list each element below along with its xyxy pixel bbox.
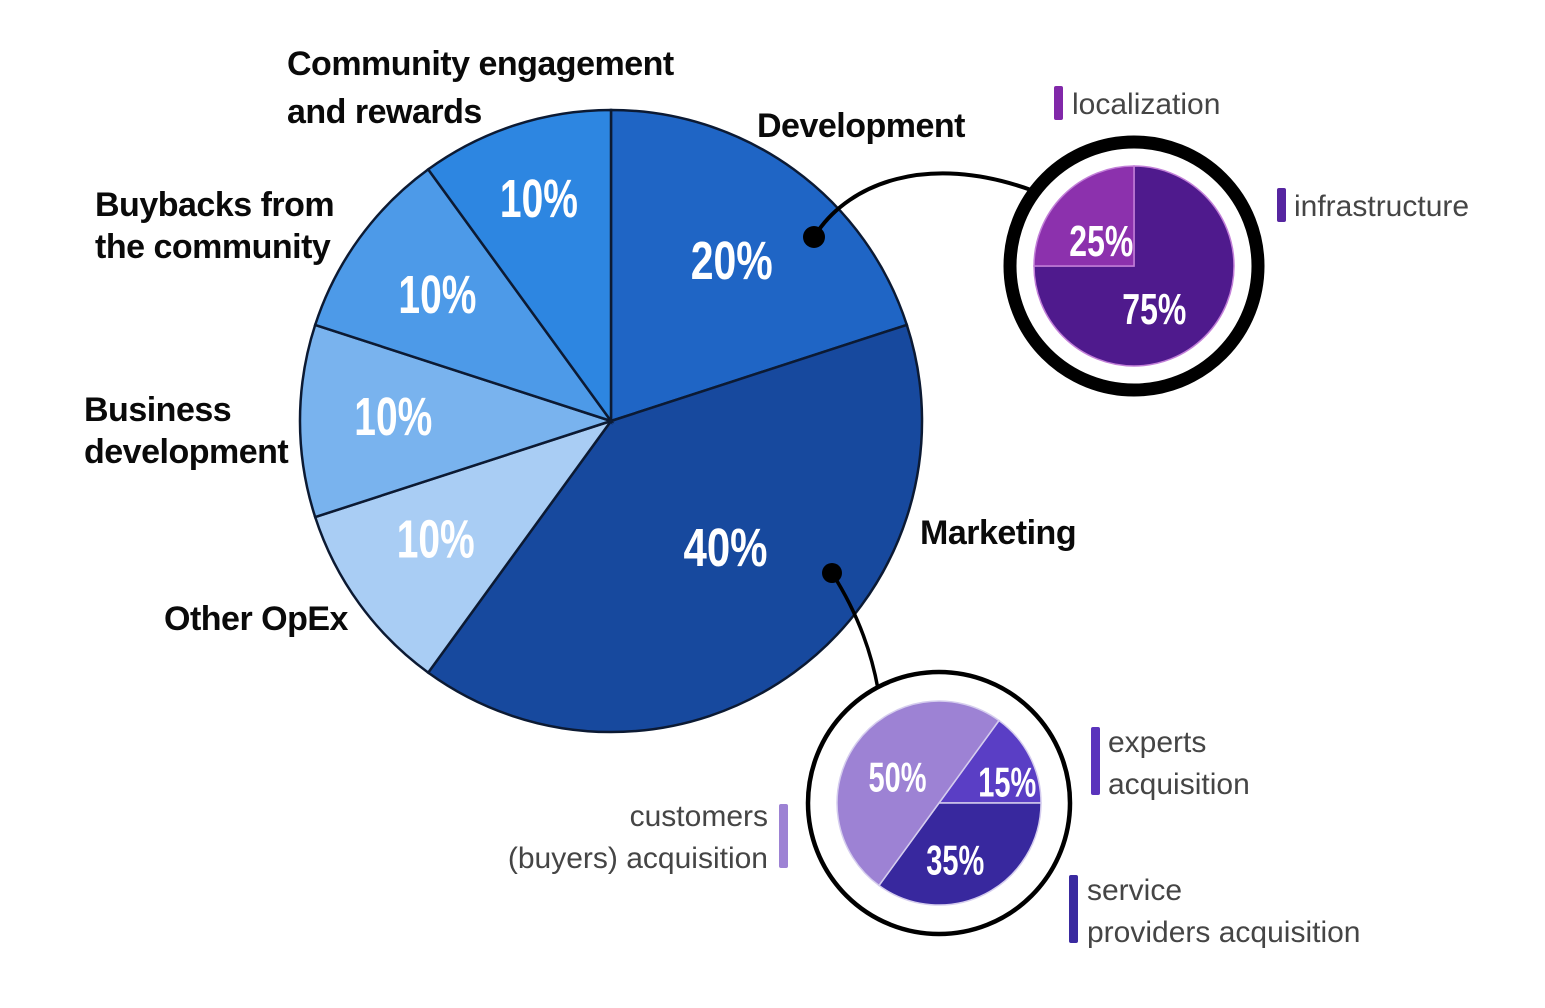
- label-community-engagement: Community engagement and rewards: [287, 45, 674, 131]
- label-business-development: Business development: [84, 391, 289, 471]
- slice-experts-acquisition: [937, 719, 1042, 804]
- label-buybacks: Buybacks from the community: [95, 186, 335, 266]
- legend-label-infrastructure: infrastructure: [1294, 190, 1470, 223]
- pie-development-detail: 75%25%: [1003, 135, 1265, 397]
- legend-bar-service-providers-acquisition: [1069, 875, 1078, 943]
- slice-pct-development: 20%: [691, 231, 773, 291]
- slice-pct-other-opex: 10%: [397, 509, 475, 569]
- slice-pct-buybacks-from-the-community: 10%: [398, 265, 476, 325]
- slice-pct-business-development: 10%: [354, 387, 432, 447]
- development-leader-dot: [803, 226, 825, 248]
- label-marketing: Marketing: [920, 514, 1077, 552]
- slice-pct-community-engagement-and-rewards: 10%: [500, 169, 578, 229]
- label-other-opex: Other OpEx: [164, 600, 348, 638]
- marketing-leader-curve: [830, 571, 880, 691]
- slice-other-opex: [313, 418, 615, 675]
- slice-community-engagement-and-rewards: [426, 108, 613, 425]
- legend-label-customers-acquisition: customers (buyers) acquisition: [507, 800, 768, 875]
- legend-bar-infrastructure: [1277, 188, 1286, 222]
- slice-pct-marketing: 40%: [684, 518, 768, 578]
- label-development: Development: [757, 107, 966, 145]
- slice-marketing: [426, 323, 924, 734]
- slice-pct-customers-buyers-acquisition: 50%: [869, 754, 927, 801]
- development-leader-curve: [816, 171, 1033, 233]
- pie-marketing-detail: 15% 35% 50%: [805, 669, 1073, 937]
- legend-bar-customers-acquisition: [779, 804, 788, 868]
- marketing-leader: [822, 563, 880, 691]
- development-leader: [803, 171, 1033, 248]
- legend-label-experts-acquisition: experts acquisition: [1108, 726, 1250, 801]
- slice-localization: [1033, 165, 1135, 267]
- legend-label-service-providers-acquisition: service providers acquisition: [1087, 874, 1361, 949]
- marketing-leader-dot: [822, 563, 842, 583]
- legend-bar-localization: [1054, 86, 1063, 120]
- slice-development: [609, 108, 909, 423]
- slice-pct-localization: 25%: [1069, 217, 1133, 266]
- slice-pct-service-providers-acquisition: 35%: [926, 836, 984, 883]
- slice-customers-buyers-acquisition: [836, 700, 1001, 887]
- slice-pct-experts-acquisition: 15%: [978, 759, 1036, 806]
- legend-label-localization: localization: [1072, 88, 1221, 121]
- slice-pct-infrastructure: 75%: [1122, 285, 1186, 334]
- pie-main: 20% 40% 10% 10% 10% 10%: [298, 108, 924, 734]
- slice-business-development: [298, 323, 616, 519]
- slice-service-providers-acquisition: [877, 802, 1042, 906]
- slice-buybacks-from-the-community: [313, 167, 615, 424]
- legend-bar-experts-acquisition: [1091, 727, 1100, 795]
